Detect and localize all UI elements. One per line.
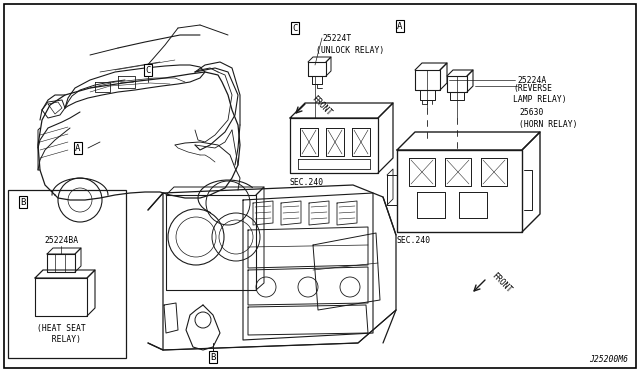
Text: B: B [20,198,26,206]
Text: SEC.240: SEC.240 [290,177,324,186]
Text: (REVERSE
LAMP RELAY): (REVERSE LAMP RELAY) [513,84,566,104]
Text: C: C [145,65,150,74]
Text: J25200M6: J25200M6 [589,355,628,364]
Bar [8,190,126,358]
Text: 25224A: 25224A [517,76,547,84]
Text: B: B [211,353,216,362]
Text: A: A [397,22,403,31]
Text: (HORN RELAY): (HORN RELAY) [519,119,577,128]
Text: (HEAT SEAT
  RELAY): (HEAT SEAT RELAY) [36,324,85,344]
Text: 25630: 25630 [519,108,543,116]
Text: FRONT: FRONT [310,94,333,118]
Text: 25224BA: 25224BA [44,235,78,244]
Text: FRONT: FRONT [490,271,513,295]
Text: SEC.240: SEC.240 [397,235,431,244]
Text: (UNLOCK RELAY): (UNLOCK RELAY) [316,45,384,55]
Text: A: A [76,144,81,153]
Text: C: C [292,23,298,32]
Text: 25224T: 25224T [322,33,351,42]
